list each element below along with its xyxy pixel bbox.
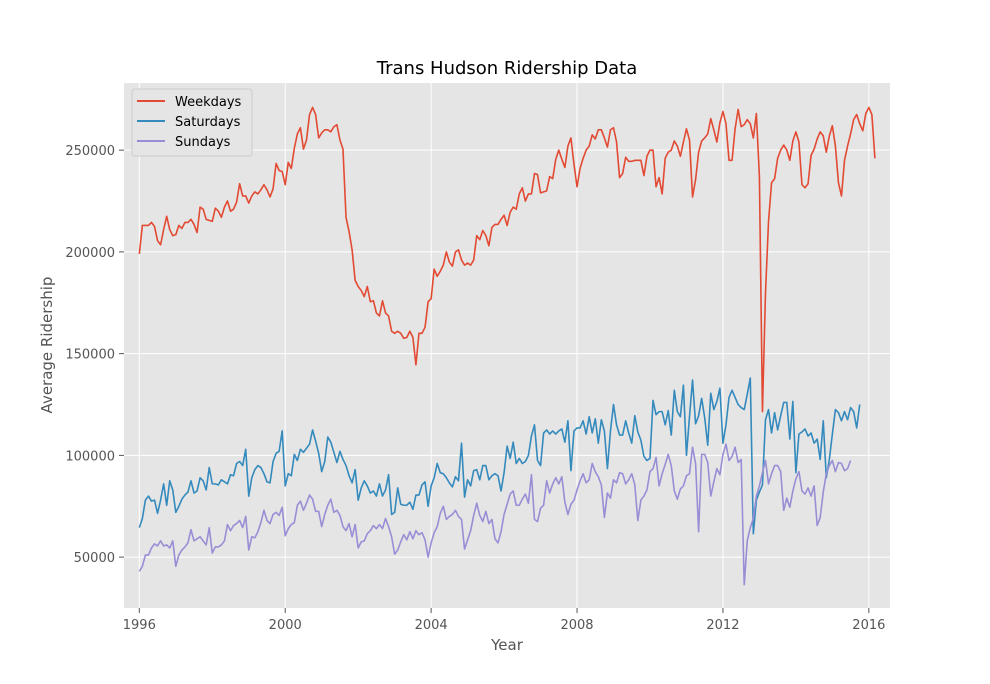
x-tick-label: 2000 xyxy=(269,618,302,633)
y-tick-label: 250000 xyxy=(65,144,115,159)
y-tick-label: 150000 xyxy=(65,348,115,363)
legend-label-sundays: Sundays xyxy=(175,135,231,150)
series-line-weekdays xyxy=(138,106,876,413)
legend-label-weekdays: Weekdays xyxy=(175,95,242,110)
chart-title: Trans Hudson Ridership Data xyxy=(376,58,638,79)
series-line-sundays xyxy=(138,443,852,586)
x-tick-label: 2008 xyxy=(560,618,593,633)
data-series-group xyxy=(138,106,876,586)
y-axis-label: Average Ridership xyxy=(38,277,56,414)
x-tick-label: 2012 xyxy=(706,618,739,633)
plot-area xyxy=(124,83,890,608)
legend-label-saturdays: Saturdays xyxy=(175,115,241,130)
legend-box xyxy=(131,88,253,157)
x-tick-label: 2016 xyxy=(852,618,885,633)
series-line-saturdays xyxy=(138,377,861,535)
y-tick-label: 200000 xyxy=(65,246,115,261)
x-axis-label: Year xyxy=(490,636,524,654)
grid-lines xyxy=(124,83,890,608)
x-tick-label: 1996 xyxy=(123,618,156,633)
y-tick-label: 100000 xyxy=(65,449,115,464)
y-tick-label: 50000 xyxy=(74,551,115,566)
x-tick-label: 2004 xyxy=(415,618,448,633)
axis-ticks: 1996 2000 2004 2008 2012 2016 50000 100000 15000… xyxy=(65,144,885,633)
legend: Weekdays Saturdays Sundays xyxy=(131,88,253,157)
